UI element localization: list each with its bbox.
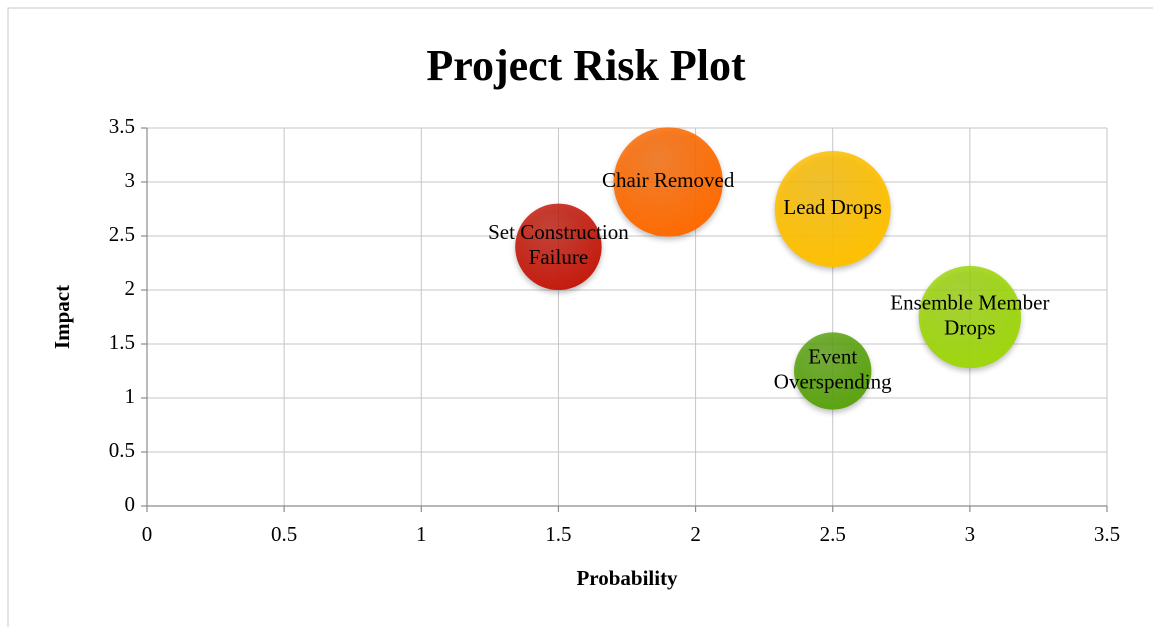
y-tick-label: 1.5	[109, 330, 135, 354]
bubble	[515, 203, 602, 291]
y-tick-label: 3.5	[109, 114, 135, 138]
data-label: Ensemble Member	[890, 290, 1049, 314]
x-tick-label: 2.5	[820, 522, 846, 546]
y-tick-label: 0	[125, 492, 136, 516]
y-tick-label: 2	[125, 276, 136, 300]
x-tick-label: 1.5	[545, 522, 571, 546]
y-tick-label: 2.5	[109, 222, 135, 246]
x-axis-title: Probability	[576, 566, 678, 590]
y-tick-label: 0.5	[109, 438, 135, 462]
data-label: Failure	[529, 245, 588, 269]
x-tick-label: 3	[965, 522, 976, 546]
bubble	[613, 127, 723, 237]
data-label: Lead Drops	[783, 195, 882, 219]
y-tick-label: 1	[125, 384, 136, 408]
bubble	[918, 265, 1022, 369]
x-tick-label: 0	[142, 522, 153, 546]
x-tick-label: 2	[690, 522, 701, 546]
bubble	[774, 151, 891, 267]
data-label: Chair Removed	[602, 168, 735, 192]
data-label: Drops	[944, 315, 995, 339]
y-tick-label: 3	[125, 168, 136, 192]
bubble	[794, 332, 872, 410]
data-label: Set Construction	[488, 220, 629, 244]
x-tick-label: 1	[416, 522, 427, 546]
chart-title: Project Risk Plot	[426, 41, 746, 90]
data-label: Event	[808, 344, 857, 368]
y-axis-title: Impact	[50, 285, 74, 349]
x-tick-label: 3.5	[1094, 522, 1120, 546]
data-label: Overspending	[774, 369, 892, 393]
x-tick-label: 0.5	[271, 522, 297, 546]
